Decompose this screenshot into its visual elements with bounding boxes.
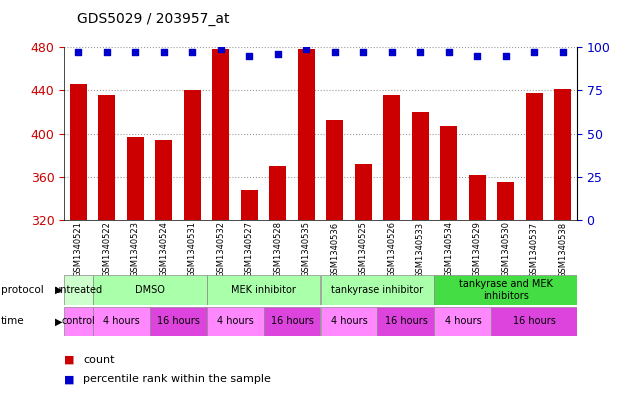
- Point: [415, 49, 426, 55]
- Bar: [440, 126, 457, 220]
- Text: 16 hours: 16 hours: [385, 316, 428, 326]
- Bar: [92, 307, 149, 336]
- Bar: [64, 275, 92, 305]
- Bar: [378, 307, 435, 336]
- Point: [472, 53, 482, 59]
- Bar: [184, 90, 201, 220]
- Point: [301, 46, 312, 52]
- Text: ▶: ▶: [54, 316, 62, 326]
- Text: 16 hours: 16 hours: [271, 316, 313, 326]
- Text: count: count: [83, 354, 115, 365]
- Bar: [70, 84, 87, 220]
- Bar: [64, 307, 92, 336]
- Text: 4 hours: 4 hours: [445, 316, 481, 326]
- Point: [130, 49, 140, 55]
- Bar: [206, 275, 320, 305]
- Bar: [354, 164, 372, 220]
- Point: [329, 49, 340, 55]
- Bar: [263, 307, 320, 336]
- Point: [102, 49, 112, 55]
- Bar: [469, 174, 486, 220]
- Bar: [383, 95, 400, 220]
- Text: ■: ■: [64, 354, 74, 365]
- Bar: [554, 89, 571, 220]
- Bar: [297, 49, 315, 220]
- Bar: [92, 275, 206, 305]
- Point: [215, 46, 226, 52]
- Bar: [435, 275, 577, 305]
- Bar: [497, 182, 514, 220]
- Point: [159, 49, 169, 55]
- Bar: [320, 307, 378, 336]
- Point: [444, 49, 454, 55]
- Point: [187, 49, 197, 55]
- Point: [272, 51, 283, 57]
- Bar: [241, 190, 258, 220]
- Text: ■: ■: [64, 374, 74, 384]
- Text: DMSO: DMSO: [135, 285, 165, 295]
- Point: [387, 49, 397, 55]
- Text: 16 hours: 16 hours: [513, 316, 556, 326]
- Bar: [98, 95, 115, 220]
- Point: [73, 49, 83, 55]
- Text: percentile rank within the sample: percentile rank within the sample: [83, 374, 271, 384]
- Text: GDS5029 / 203957_at: GDS5029 / 203957_at: [77, 12, 229, 26]
- Point: [244, 53, 254, 59]
- Bar: [206, 307, 263, 336]
- Bar: [155, 140, 172, 220]
- Bar: [212, 49, 229, 220]
- Bar: [127, 137, 144, 220]
- Bar: [526, 93, 543, 220]
- Text: protocol: protocol: [1, 285, 44, 295]
- Text: control: control: [62, 316, 96, 326]
- Bar: [492, 307, 577, 336]
- Text: 4 hours: 4 hours: [103, 316, 140, 326]
- Bar: [269, 166, 287, 220]
- Bar: [435, 307, 492, 336]
- Text: time: time: [1, 316, 24, 326]
- Bar: [320, 275, 435, 305]
- Point: [558, 49, 568, 55]
- Point: [501, 53, 511, 59]
- Text: tankyrase inhibitor: tankyrase inhibitor: [331, 285, 424, 295]
- Text: MEK inhibitor: MEK inhibitor: [231, 285, 296, 295]
- Text: tankyrase and MEK
inhibitors: tankyrase and MEK inhibitors: [459, 279, 553, 301]
- Point: [529, 49, 539, 55]
- Point: [358, 49, 369, 55]
- Bar: [326, 119, 344, 220]
- Text: ▶: ▶: [54, 285, 62, 295]
- Bar: [412, 112, 429, 220]
- Bar: [149, 307, 206, 336]
- Text: 16 hours: 16 hours: [156, 316, 199, 326]
- Text: untreated: untreated: [54, 285, 103, 295]
- Text: 4 hours: 4 hours: [217, 316, 253, 326]
- Text: 4 hours: 4 hours: [331, 316, 367, 326]
